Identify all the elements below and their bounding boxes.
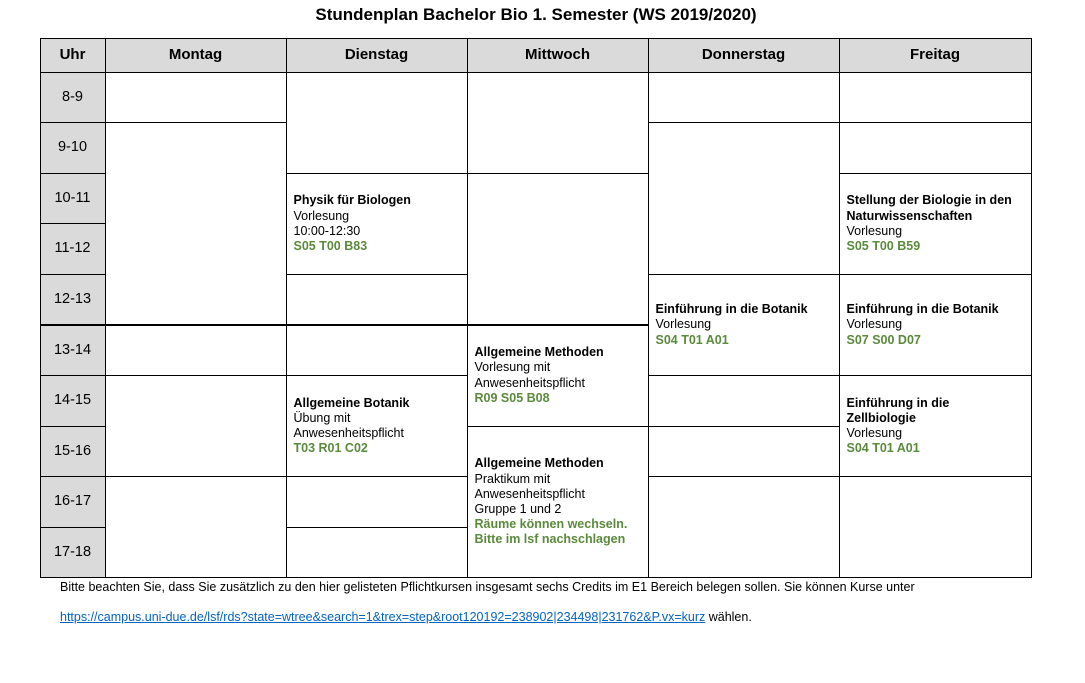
course-detail: Anwesenheitspflicht	[293, 426, 404, 441]
day-header-dienstag: Dienstag	[285, 37, 468, 73]
room-text: T03 R01 C02	[293, 441, 368, 456]
hour-label: 8-9	[39, 71, 106, 124]
day-header-donnerstag: Donnerstag	[647, 37, 840, 73]
course-block: Einführung in die Botanik Vorlesung S04 T0…	[647, 273, 840, 377]
hour-label: 13-14	[39, 324, 106, 377]
course-detail: Vorlesung	[846, 223, 903, 238]
empty-slot	[466, 172, 649, 326]
hour-label: 10-11	[39, 172, 106, 225]
room-text: R09 S05 B08	[474, 390, 550, 405]
room-text: Bitte im lsf nachschlagen	[474, 532, 626, 547]
footer-note: Bitte beachten Sie, dass Sie zusätzlich …	[60, 580, 915, 594]
day-header-freitag: Freitag	[838, 37, 1032, 73]
course-block: Einführung in die Botanik Vorlesung S07 S0…	[838, 273, 1032, 377]
room-text: S05 T00 B59	[846, 238, 921, 253]
course-block: Einführung in die Zellbiologie Vorlesung S0…	[838, 375, 1032, 478]
course-block: Allgemeine Methoden Vorlesung mit Anwesenh…	[466, 324, 649, 427]
course-block: Allgemeine Methoden Praktikum mit Anwesenh…	[466, 425, 649, 579]
course-block: Allgemeine Botanik Übung mit Anwesenheitsp…	[285, 375, 468, 478]
course-detail: Übung mit	[293, 410, 351, 425]
course-detail: Anwesenheitspflicht	[474, 486, 585, 501]
empty-slot	[647, 476, 840, 579]
room-text: S04 T01 A01	[846, 441, 920, 456]
course-detail: Vorlesung	[293, 208, 350, 223]
empty-slot	[285, 324, 468, 377]
course-detail: 10:00-12:30	[293, 223, 361, 238]
timetable: Uhr 8-9 9-10 10-11 11-12 12-13 13-14 14-15 15-16…	[39, 37, 1032, 579]
course-title: Einführung in die Botanik	[846, 302, 999, 317]
hour-label: 9-10	[39, 122, 106, 174]
empty-slot	[104, 375, 287, 478]
course-detail: Vorlesung	[846, 317, 903, 332]
empty-slot	[285, 273, 468, 326]
room-text: S04 T01 A01	[655, 332, 729, 347]
lsf-link[interactable]: https://campus.uni-due.de/lsf/rds?state=…	[60, 610, 706, 624]
hour-label: 11-12	[39, 223, 106, 275]
empty-slot	[285, 526, 468, 579]
empty-slot	[104, 324, 287, 377]
empty-slot	[647, 122, 840, 275]
day-header-mittwoch: Mittwoch	[466, 37, 649, 73]
empty-slot	[838, 71, 1032, 124]
course-title: Allgemeine Methoden	[474, 456, 604, 471]
empty-slot	[104, 122, 287, 326]
hour-label: 17-18	[39, 526, 106, 579]
empty-slot	[838, 122, 1032, 174]
course-detail: Vorlesung	[846, 426, 903, 441]
empty-slot	[838, 476, 1032, 579]
empty-slot	[647, 375, 840, 427]
course-title: Einführung in die Botanik	[655, 302, 808, 317]
course-block: Stellung der Biologie in den Naturwissens…	[838, 172, 1032, 275]
empty-slot	[104, 476, 287, 579]
course-detail: Vorlesung mit	[474, 360, 551, 375]
page-title: Stundenplan Bachelor Bio 1. Semester (WS…	[315, 5, 757, 24]
course-title: Zellbiologie	[846, 410, 916, 425]
course-title: Naturwissenschaften	[846, 208, 973, 223]
course-title: Allgemeine Methoden	[474, 345, 604, 360]
empty-slot	[285, 476, 468, 528]
hour-label: 14-15	[39, 375, 106, 427]
day-header-montag: Montag	[104, 37, 287, 73]
hour-label: 12-13	[39, 273, 106, 326]
course-detail: Anwesenheitspflicht	[474, 375, 585, 390]
hour-label: 15-16	[39, 425, 106, 478]
room-text: Räume können wechseln.	[474, 517, 628, 532]
course-title: Allgemeine Botanik	[293, 395, 410, 410]
hour-label: 16-17	[39, 476, 106, 528]
footer-after-link: wählen.	[705, 610, 752, 624]
empty-slot	[104, 71, 287, 124]
course-title: Einführung in die	[846, 395, 950, 410]
room-text: S05 T00 B83	[293, 238, 368, 253]
course-block: Physik für Biologen Vorlesung 10:00-12:30 S…	[285, 172, 468, 275]
empty-slot	[647, 425, 840, 478]
course-title: Physik für Biologen	[293, 193, 411, 208]
course-detail: Gruppe 1 und 2	[474, 502, 562, 517]
empty-slot	[466, 71, 649, 174]
hour-header: Uhr	[39, 37, 106, 73]
empty-slot	[647, 71, 840, 124]
course-detail: Vorlesung	[655, 317, 712, 332]
course-detail: Praktikum mit	[474, 471, 551, 486]
room-text: S07 S00 D07	[846, 332, 921, 347]
course-title: Stellung der Biologie in den	[846, 193, 1012, 208]
footer-link-line: https://campus.uni-due.de/lsf/rds?state=…	[60, 610, 752, 624]
empty-slot	[285, 71, 468, 174]
